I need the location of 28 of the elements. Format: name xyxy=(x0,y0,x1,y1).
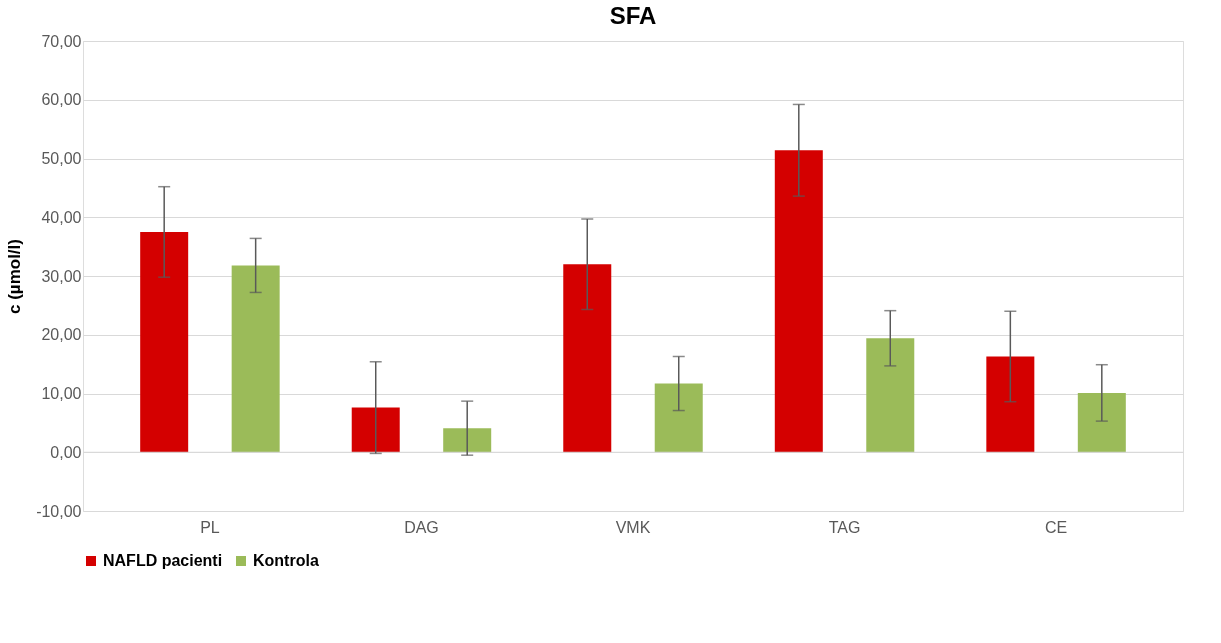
bar xyxy=(231,265,280,453)
bar xyxy=(774,150,823,453)
y-tick-label: 30,00 xyxy=(41,267,82,285)
y-tick-label: 20,00 xyxy=(41,326,82,344)
bar xyxy=(866,338,915,453)
y-tick-label: -10,00 xyxy=(36,502,82,520)
x-tick-label: VMK xyxy=(615,518,651,536)
bar xyxy=(654,383,703,453)
legend-label: NAFLD pacienti xyxy=(103,552,223,569)
y-tick-label: 0,00 xyxy=(50,443,82,461)
y-tick-label: 10,00 xyxy=(41,385,82,402)
bar xyxy=(443,428,492,453)
chart-title: SFA xyxy=(609,2,657,29)
x-tick-label: DAG xyxy=(404,518,439,536)
x-tick-label: TAG xyxy=(828,518,861,536)
y-tick-label: 70,00 xyxy=(41,32,82,50)
bar xyxy=(351,407,400,453)
y-tick-label: 40,00 xyxy=(41,208,82,226)
bar xyxy=(563,264,612,453)
y-tick-label: 60,00 xyxy=(41,91,82,109)
bar xyxy=(1077,392,1126,453)
x-tick-label: CE xyxy=(1044,518,1068,536)
bar xyxy=(986,356,1035,453)
bar xyxy=(140,231,189,453)
legend-label: Kontrola xyxy=(253,552,319,569)
x-tick-label: PL xyxy=(200,518,220,536)
y-axis-title: c (µmol/l) xyxy=(5,239,25,314)
y-tick-label: 50,00 xyxy=(41,150,82,167)
